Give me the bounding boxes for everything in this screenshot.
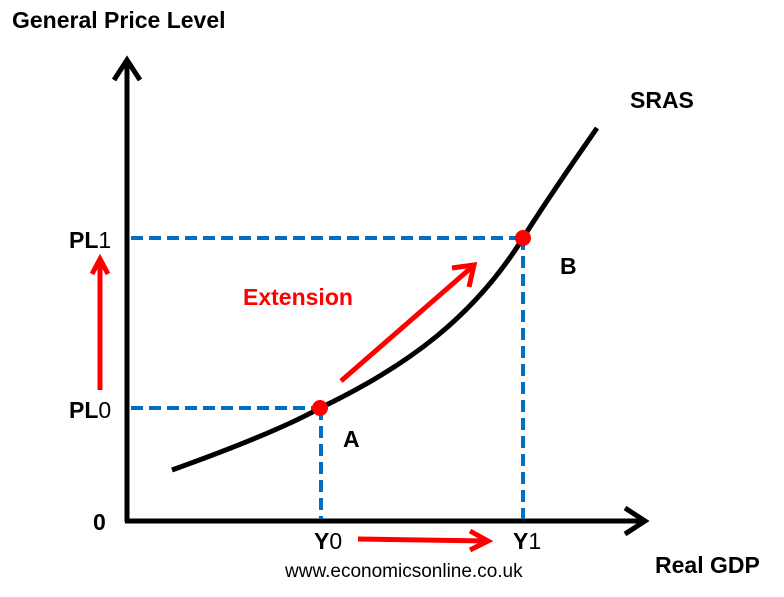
point-b-label: B xyxy=(560,253,577,279)
point-a xyxy=(312,400,328,416)
guide-lines xyxy=(131,236,525,519)
pl1-label: PL1 xyxy=(69,227,111,253)
y0-label: Y0 xyxy=(314,528,342,554)
output-rise-arrow xyxy=(357,528,494,553)
pl0-label: PL0 xyxy=(69,397,111,423)
extension-arrow xyxy=(339,262,478,383)
x-axis-title: Real GDP xyxy=(655,552,760,578)
origin-label: 0 xyxy=(93,509,106,535)
y-axis-title: General Price Level xyxy=(12,7,226,33)
x-axis xyxy=(125,505,650,537)
y1-label: Y1 xyxy=(513,528,541,554)
sras-label: SRAS xyxy=(630,87,694,113)
point-a-label: A xyxy=(343,426,360,452)
price-rise-arrow xyxy=(89,253,111,390)
extension-label: Extension xyxy=(243,284,353,310)
y-axis xyxy=(111,55,143,522)
source-url: www.economicsonline.co.uk xyxy=(284,561,523,582)
sras-curve xyxy=(171,126,600,473)
point-b xyxy=(515,230,531,246)
